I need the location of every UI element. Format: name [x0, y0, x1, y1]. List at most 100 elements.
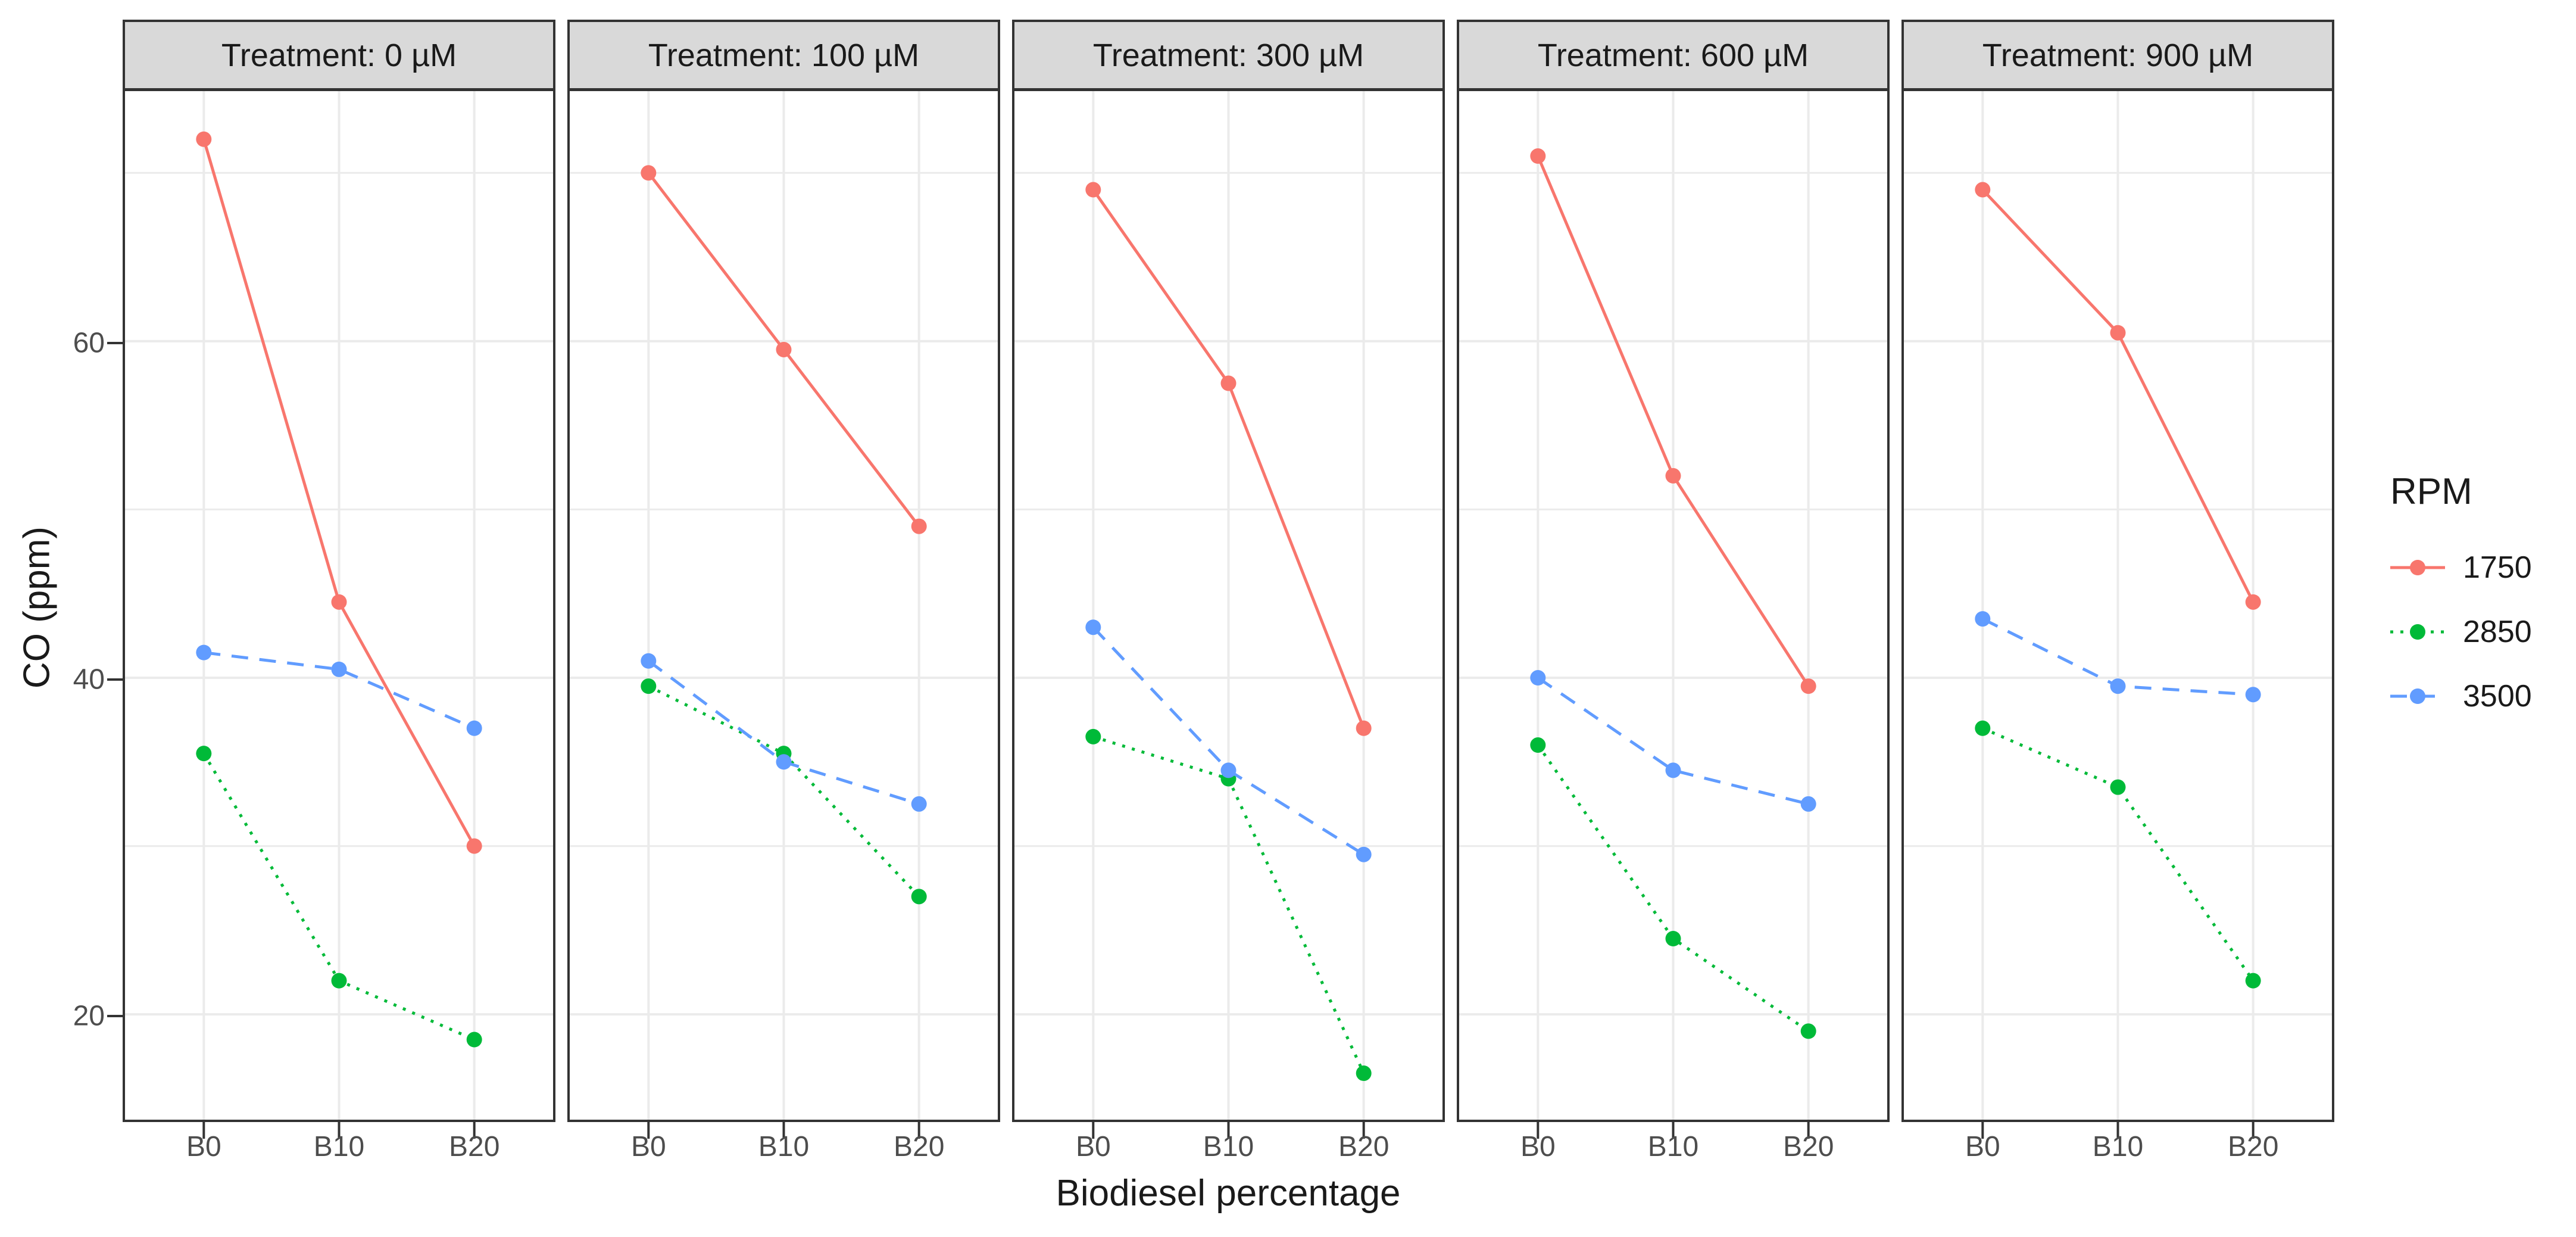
facet-panel [123, 89, 555, 1139]
legend-item-3500: 3500 [2390, 677, 2532, 715]
panel-border [1457, 89, 1890, 1122]
y-tick-mark [107, 1015, 123, 1018]
data-point-3500 [1975, 611, 1991, 627]
facet-panel [1901, 89, 2334, 1139]
legend-item-label: 3500 [2463, 679, 2532, 713]
legend-items: 1750 2850 3500 [2390, 549, 2532, 715]
facet-title: Treatment: 600 µM [1537, 37, 1809, 73]
data-point-1750 [1530, 148, 1546, 164]
data-point-3500 [196, 644, 212, 660]
data-point-3500 [1530, 670, 1546, 686]
x-tick-label: B20 [448, 1131, 500, 1163]
data-point-2850 [1085, 728, 1101, 744]
x-tick-label: B10 [2092, 1131, 2144, 1163]
legend-item-1750: 1750 [2390, 549, 2532, 587]
x-tick-label: B0 [1520, 1131, 1556, 1163]
legend-item-2850: 2850 [2390, 613, 2532, 651]
x-tick-label: B10 [1203, 1131, 1254, 1163]
x-tick-label: B10 [1647, 1131, 1699, 1163]
legend-item-label: 2850 [2463, 615, 2532, 649]
x-tick-label: B0 [1965, 1131, 2000, 1163]
legend: RPM 1750 2850 3500 [2390, 471, 2532, 741]
data-point-1750 [2110, 325, 2126, 341]
facet-panel [1012, 89, 1445, 1139]
facet-strip: Treatment: 300 µM [1012, 20, 1445, 91]
x-tick-label: B0 [186, 1131, 221, 1163]
facet-title: Treatment: 900 µM [1982, 37, 2254, 73]
legend-item-label: 1750 [2463, 550, 2532, 585]
legend-key-dashed-line [2390, 688, 2445, 704]
data-point-2850 [2110, 779, 2126, 795]
facet-strip: Treatment: 900 µM [1901, 20, 2334, 91]
facet-strip: Treatment: 600 µM [1457, 20, 1890, 91]
facet-panel [567, 89, 1000, 1139]
x-axis-title: Biodiesel percentage [1056, 1173, 1401, 1214]
x-tick-label: B20 [2227, 1131, 2279, 1163]
data-point-2850 [2245, 973, 2261, 989]
x-tick-label: B10 [758, 1131, 810, 1163]
data-point-2850 [1800, 1023, 1816, 1039]
data-point-3500 [331, 661, 347, 677]
data-point-1750 [2245, 594, 2261, 610]
data-point-2850 [331, 973, 347, 989]
data-point-3500 [776, 754, 792, 770]
data-point-2850 [1975, 720, 1991, 736]
y-tick-label: 20 [73, 1000, 105, 1032]
panel-border [1012, 89, 1445, 1122]
x-tick-label: B0 [1075, 1131, 1111, 1163]
data-point-1750 [1975, 182, 1991, 198]
data-point-2850 [196, 746, 212, 762]
data-point-3500 [466, 720, 482, 736]
y-tick-label: 60 [73, 327, 105, 359]
facet-strip: Treatment: 100 µM [567, 20, 1000, 91]
data-point-2850 [466, 1032, 482, 1048]
data-point-1750 [196, 131, 212, 147]
x-tick-label: B10 [313, 1131, 365, 1163]
x-tick-label: B0 [630, 1131, 666, 1163]
x-tick-label: B20 [1782, 1131, 1834, 1163]
data-point-3500 [2110, 678, 2126, 694]
data-point-1750 [911, 518, 927, 534]
facet-strip: Treatment: 0 µM [123, 20, 555, 91]
data-point-3500 [1800, 796, 1816, 812]
data-point-2850 [1356, 1065, 1372, 1082]
data-point-1750 [1085, 182, 1101, 198]
data-point-3500 [2245, 687, 2261, 703]
facet-panel [1457, 89, 1890, 1139]
y-tick-mark [107, 341, 123, 344]
panel-border [1901, 89, 2334, 1122]
data-point-1750 [466, 838, 482, 854]
facet-title: Treatment: 100 µM [648, 37, 920, 73]
series-line-3500 [1537, 676, 1809, 806]
data-point-1750 [331, 594, 347, 610]
panel-border [123, 89, 555, 1122]
data-point-1750 [1356, 720, 1372, 736]
data-point-3500 [1220, 762, 1237, 778]
panel-border [567, 89, 1000, 1122]
data-point-1750 [1220, 375, 1237, 391]
y-tick-mark [107, 678, 123, 681]
facet-title: Treatment: 300 µM [1092, 37, 1365, 73]
series-line-2850 [1537, 744, 1810, 1033]
data-point-3500 [911, 796, 927, 812]
legend-title: RPM [2390, 471, 2472, 512]
data-point-1750 [641, 165, 657, 181]
data-point-3500 [1356, 846, 1372, 862]
data-point-2850 [1530, 737, 1546, 753]
data-point-2850 [911, 889, 927, 905]
series-line-3500 [204, 651, 475, 730]
data-point-2850 [1665, 930, 1681, 946]
series-line-2850 [1982, 727, 2255, 982]
x-tick-label: B20 [893, 1131, 945, 1163]
legend-key-solid-line [2390, 560, 2445, 575]
facet-title: Treatment: 0 µM [221, 37, 457, 73]
y-tick-label: 40 [73, 663, 105, 696]
data-point-3500 [1085, 619, 1101, 635]
data-point-2850 [641, 678, 657, 694]
data-point-1750 [1665, 468, 1681, 484]
x-tick-label: B20 [1338, 1131, 1390, 1163]
data-point-1750 [1800, 678, 1816, 694]
data-point-3500 [1665, 762, 1681, 778]
data-point-1750 [776, 341, 792, 357]
